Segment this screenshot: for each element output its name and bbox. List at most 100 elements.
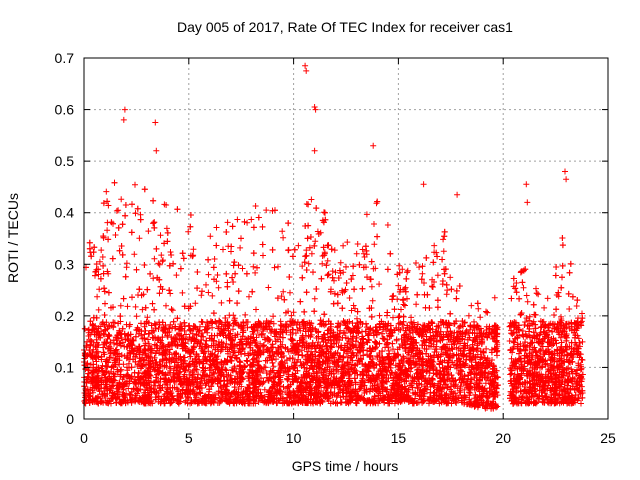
data-point (573, 303, 580, 309)
data-point (288, 312, 295, 319)
data-point (123, 260, 130, 267)
data-point (336, 337, 343, 344)
data-point (105, 202, 112, 209)
data-point (244, 219, 251, 226)
data-point (234, 216, 241, 223)
data-point (118, 196, 125, 203)
data-point (117, 367, 124, 374)
data-point (297, 327, 304, 334)
data-point (198, 292, 205, 299)
data-point (167, 290, 174, 297)
data-point (572, 370, 579, 377)
data-point (524, 298, 531, 305)
data-point (407, 330, 414, 337)
data-point (117, 302, 124, 309)
data-point (340, 242, 347, 249)
data-point (337, 270, 344, 277)
data-point (558, 387, 565, 394)
data-point (329, 268, 336, 275)
data-point (121, 394, 128, 401)
data-point (160, 257, 166, 264)
data-point (151, 255, 158, 262)
data-point (135, 326, 141, 333)
data-point (275, 263, 281, 270)
data-point (95, 306, 102, 313)
data-point (541, 304, 548, 311)
data-point (250, 263, 257, 270)
data-point (104, 336, 111, 342)
data-point (104, 227, 111, 234)
data-point (575, 335, 582, 342)
data-point (207, 233, 214, 240)
data-point (157, 375, 164, 382)
data-point (461, 386, 468, 393)
data-point (431, 242, 438, 249)
data-point (257, 340, 264, 347)
data-point (99, 254, 106, 260)
data-point (132, 303, 139, 310)
data-point (350, 302, 357, 309)
data-point (513, 280, 520, 286)
data-point (93, 261, 100, 267)
data-point (209, 324, 216, 331)
data-point (384, 222, 391, 228)
data-point (483, 345, 490, 352)
data-point (209, 292, 216, 299)
data-point (237, 244, 244, 251)
data-point (139, 306, 146, 313)
data-point (382, 344, 389, 351)
data-point (514, 371, 521, 378)
data-point (363, 211, 370, 218)
data-point (96, 286, 103, 293)
data-point (565, 365, 572, 371)
data-point (404, 267, 411, 274)
data-point (465, 312, 472, 319)
data-point (244, 324, 251, 331)
data-point (100, 349, 107, 356)
data-point (369, 297, 376, 304)
data-point (96, 258, 103, 265)
data-point (113, 207, 120, 214)
data-point (143, 352, 149, 359)
data-point (263, 207, 270, 214)
data-point (192, 300, 199, 307)
data-point (376, 281, 383, 288)
data-point (477, 314, 484, 321)
data-point (145, 228, 152, 235)
data-point (279, 228, 286, 235)
data-point (303, 247, 310, 254)
data-point (215, 284, 222, 291)
data-point (305, 260, 312, 267)
data-point (105, 323, 112, 330)
data-point (205, 322, 212, 329)
data-point (115, 207, 122, 214)
data-point (229, 367, 236, 374)
data-point (579, 338, 586, 345)
data-point (533, 285, 539, 292)
data-point (255, 399, 262, 405)
data-point (94, 293, 101, 300)
data-point (391, 400, 398, 407)
data-point (465, 330, 472, 337)
data-point (190, 246, 197, 253)
data-point (157, 232, 164, 239)
data-point (287, 355, 294, 362)
data-point (159, 258, 166, 265)
data-point (205, 271, 212, 278)
data-point (103, 188, 110, 195)
data-point (308, 196, 315, 203)
data-point (353, 250, 360, 257)
data-point (557, 334, 564, 341)
data-point (278, 293, 285, 300)
data-point (295, 242, 302, 249)
data-point (312, 238, 319, 245)
data-point (349, 272, 356, 279)
data-point (163, 302, 169, 309)
data-point (566, 306, 573, 312)
data-point (211, 256, 218, 262)
data-point (509, 331, 516, 338)
data-point (419, 270, 426, 277)
data-point (475, 305, 482, 312)
data-point (142, 389, 149, 396)
